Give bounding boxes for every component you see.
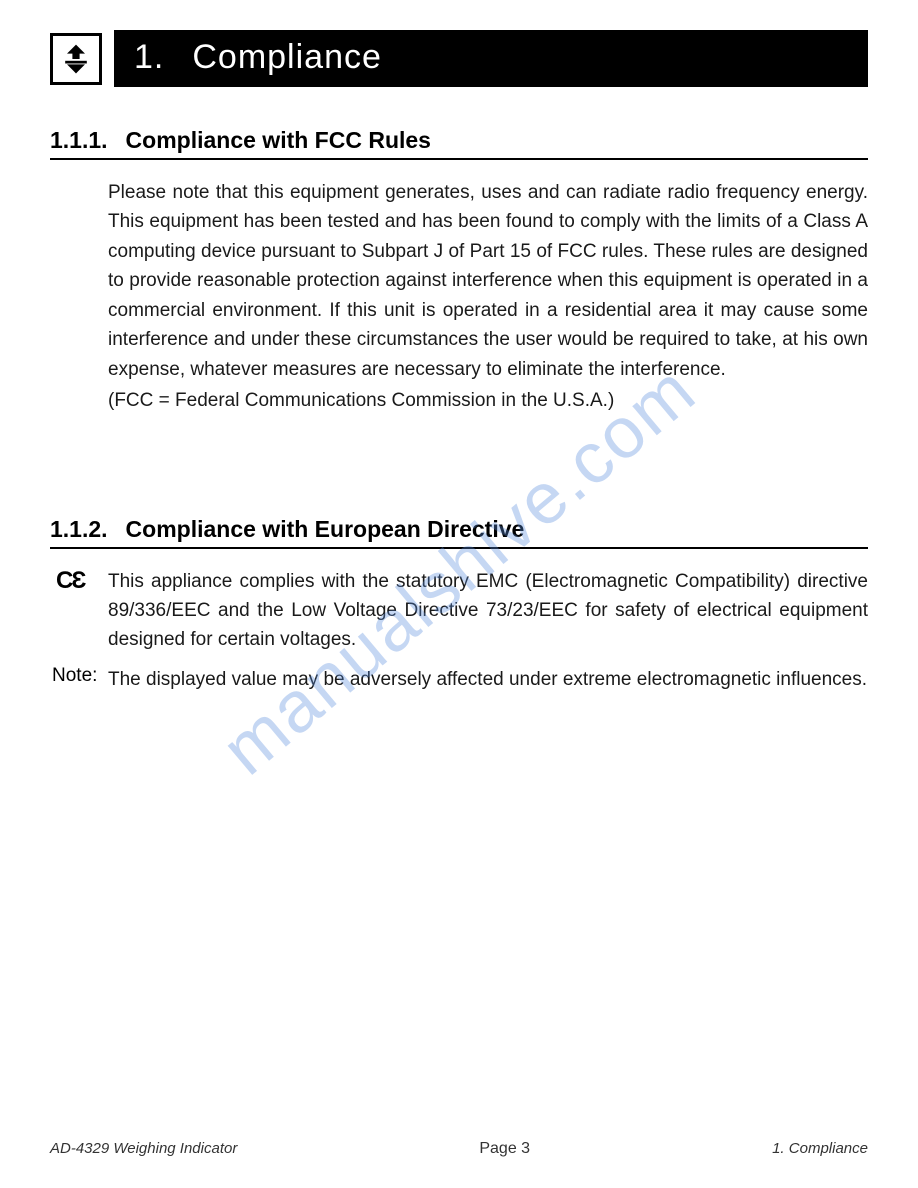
chapter-header: 1. Compliance	[50, 30, 868, 87]
page-footer: AD-4329 Weighing Indicator Page 3 1. Com…	[50, 1140, 868, 1158]
section1-paren: (FCC = Federal Communications Commission…	[108, 386, 868, 415]
chapter-number: 1.	[134, 38, 164, 76]
footer-page-number: Page 3	[479, 1140, 530, 1158]
chapter-title-bar: 1. Compliance	[114, 30, 868, 87]
ce-mark-icon: C Ɛ	[50, 567, 108, 655]
section1-number: 1.1.1.	[50, 127, 108, 153]
section1-title: Compliance with FCC Rules	[126, 127, 431, 153]
note-text: The displayed value may be adversely aff…	[108, 665, 867, 694]
ce-block: C Ɛ This appliance complies with the sta…	[50, 567, 868, 655]
footer-left: AD-4329 Weighing Indicator	[50, 1140, 237, 1158]
note-block: Note: The displayed value may be adverse…	[50, 665, 868, 694]
section1-body: Please note that this equipment generate…	[108, 178, 868, 384]
footer-right: 1. Compliance	[772, 1140, 868, 1158]
section-heading-1: 1.1.1. Compliance with FCC Rules	[50, 127, 868, 160]
ce-text: This appliance complies with the statuto…	[108, 567, 868, 655]
note-label: Note:	[50, 665, 108, 694]
weighing-icon	[50, 33, 102, 85]
chapter-title: Compliance	[192, 38, 382, 76]
section2-title: Compliance with European Directive	[126, 516, 525, 542]
section-heading-2: 1.1.2. Compliance with European Directive	[50, 516, 868, 549]
section2-number: 1.1.2.	[50, 516, 108, 542]
